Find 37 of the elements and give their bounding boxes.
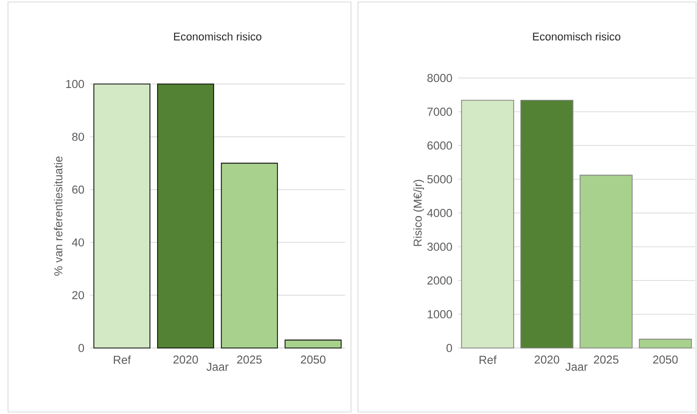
x-tick-label: 2025 <box>237 356 262 364</box>
y-tick-label: 1000 <box>428 310 452 318</box>
bar <box>157 84 214 348</box>
bar <box>638 338 692 348</box>
bar <box>220 162 278 348</box>
x-axis-title: Jaar <box>206 362 228 371</box>
y-tick-label: 6000 <box>427 141 452 150</box>
y-tick-label: 2000 <box>427 276 452 285</box>
x-tick-label: 2050 <box>653 356 678 364</box>
y-tick-label: 4000 <box>427 208 452 218</box>
x-tick-label: Ref <box>114 356 131 364</box>
y-tick-label: 5000 <box>427 175 452 184</box>
y-tick-label: 100 <box>66 80 84 88</box>
y-tick-label: 0 <box>446 344 452 352</box>
bar <box>580 174 633 348</box>
y-tick-label: 80 <box>72 132 84 141</box>
bar <box>520 100 574 348</box>
x-tick-label: 2025 <box>594 356 618 364</box>
y-axis-title: Risico (M€/jr) <box>413 180 424 246</box>
y-tick-label: 40 <box>72 238 84 246</box>
bar <box>93 84 150 348</box>
y-tick-label: 3000 <box>427 242 452 251</box>
y-tick-label: 7000 <box>427 108 452 116</box>
x-tick-label: 2050 <box>300 356 326 364</box>
chart-title: Economisch risico <box>533 32 620 40</box>
y-tick-label: 0 <box>78 344 84 352</box>
x-tick-label: 2020 <box>534 356 560 364</box>
chart-title: Economisch risico <box>174 32 262 40</box>
y-axis-title: % van referentiesituatie <box>54 156 62 276</box>
bar <box>461 100 514 348</box>
y-tick-label: 60 <box>72 186 84 194</box>
y-tick-label: 20 <box>72 291 84 300</box>
bar <box>284 340 342 348</box>
x-tick-label: Ref <box>480 356 497 364</box>
x-tick-label: 2020 <box>173 356 198 364</box>
x-axis-title: Jaar <box>565 362 588 371</box>
y-tick-label: 8000 <box>427 74 452 82</box>
